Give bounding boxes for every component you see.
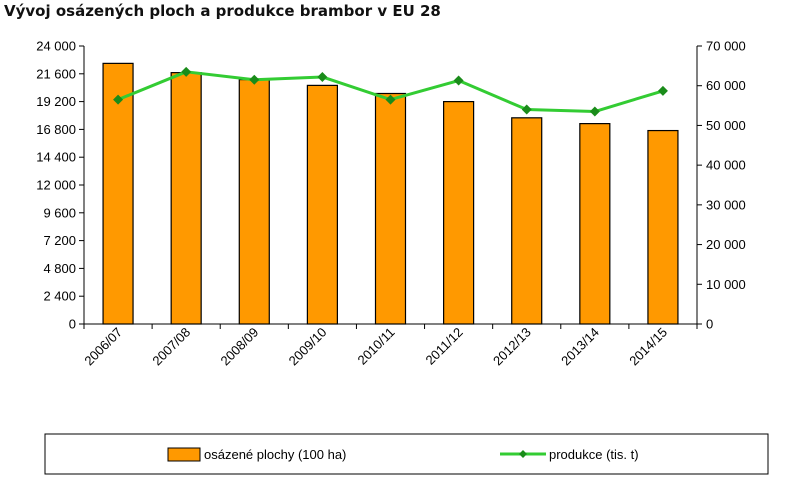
chart-title: Vývoj osázených ploch a produkce brambor… <box>4 2 441 20</box>
legend: osázené plochy (100 ha) produkce (tis. t… <box>44 433 769 475</box>
right-tick-label-3: 30 000 <box>706 197 746 212</box>
left-tick-label-4: 9 600 <box>43 205 76 220</box>
x-tick-label-8: 2014/15 <box>626 325 670 369</box>
right-tick-label-5: 50 000 <box>706 118 746 133</box>
left-tick-label-1: 2 400 <box>43 289 76 304</box>
production-point-2 <box>249 74 260 85</box>
line-series-group <box>113 66 668 117</box>
bar-1 <box>170 72 202 325</box>
legend-label-line: produkce (tis. t) <box>549 447 639 462</box>
production-point-5 <box>453 75 464 86</box>
bar-2 <box>238 78 270 325</box>
production-point-4 <box>385 94 396 105</box>
left-tick-label-0: 0 <box>69 317 76 332</box>
production-point-3 <box>317 71 328 82</box>
legend-box <box>44 433 769 475</box>
left-tick-label-6: 14 400 <box>36 150 76 165</box>
left-tick-label-2: 4 800 <box>43 261 76 276</box>
bars-group <box>102 62 679 325</box>
left-tick-label-8: 19 200 <box>36 94 76 109</box>
bar-8 <box>647 129 679 325</box>
right-tick-label-6: 60 000 <box>706 78 746 93</box>
legend-label-bars: osázené plochy (100 ha) <box>204 447 346 462</box>
bar-3 <box>306 84 338 325</box>
bar-6 <box>511 117 543 325</box>
x-tick-label-3: 2009/10 <box>286 325 330 369</box>
bar-7 <box>579 123 611 325</box>
left-tick-label-10: 24 000 <box>36 39 76 54</box>
x-tick-label-6: 2012/13 <box>490 325 534 369</box>
x-tick-label-5: 2011/12 <box>423 325 466 368</box>
x-tick-label-1: 2007/08 <box>149 325 193 369</box>
x-tick-label-0: 2006/07 <box>81 325 125 369</box>
production-point-0 <box>113 94 124 105</box>
production-point-7 <box>589 106 600 117</box>
left-tick-label-9: 21 600 <box>36 66 76 81</box>
right-tick-label-7: 70 000 <box>706 39 746 54</box>
left-tick-label-3: 7 200 <box>43 233 76 248</box>
right-tick-label-1: 10 000 <box>706 277 746 292</box>
production-point-8 <box>657 85 668 96</box>
legend-bar-swatch <box>167 447 201 462</box>
left-tick-label-7: 16 800 <box>36 122 76 137</box>
production-point-6 <box>521 104 532 115</box>
right-tick-label-2: 20 000 <box>706 237 746 252</box>
bar-0 <box>102 62 134 325</box>
legend-line-marker <box>519 450 527 458</box>
left-tick-label-5: 12 000 <box>36 178 76 193</box>
x-tick-label-7: 2013/14 <box>558 325 602 369</box>
bar-4 <box>374 92 407 325</box>
right-tick-label-0: 0 <box>706 317 713 332</box>
x-tick-label-2: 2008/09 <box>218 325 262 369</box>
x-tick-label-4: 2010/11 <box>354 325 397 368</box>
production-point-1 <box>181 66 192 77</box>
right-tick-label-4: 40 000 <box>706 158 746 173</box>
bar-5 <box>443 100 475 325</box>
